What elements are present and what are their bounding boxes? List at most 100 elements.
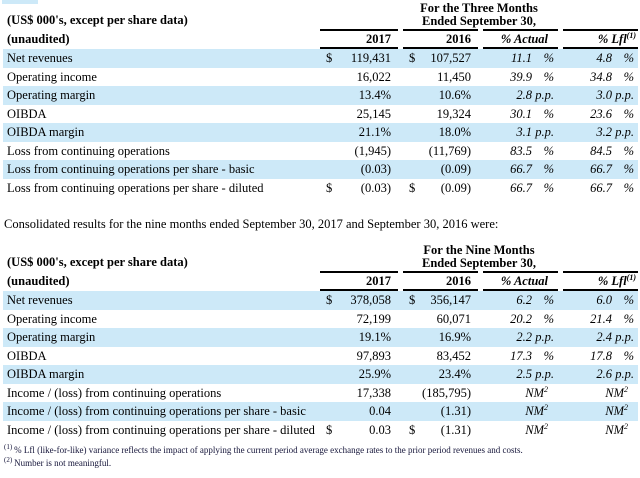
footnote-ref: 2 (624, 384, 628, 394)
row-label: Loss from continuing operations (7, 143, 170, 158)
currency-symbol: $ (409, 293, 416, 307)
unit (628, 421, 638, 440)
currency-symbol (403, 68, 417, 87)
amount: 17,338 (356, 385, 391, 400)
table-row: Loss from continuing operations per shar… (3, 179, 638, 198)
amount: 97,893 (356, 348, 391, 363)
amount: 23.6 (590, 106, 612, 121)
amount: 378,058 (350, 293, 391, 307)
currency-symbol: $ (326, 422, 333, 437)
cell-pct-actual: NM2 (483, 402, 558, 421)
cell-2016: 18.0% (403, 123, 478, 142)
unit: p.p. (615, 330, 634, 344)
cell-2017: $0.03 (320, 421, 398, 440)
unit: % (543, 311, 554, 326)
unit: % (543, 69, 554, 84)
period-line-2: Ended September 30, (421, 256, 536, 270)
cell-pct-actual: 17.3% (483, 347, 558, 366)
unit: % (623, 293, 634, 307)
amount: 66.7 (510, 162, 532, 176)
currency-symbol (320, 160, 334, 179)
cell-2016: (11,769) (403, 142, 478, 161)
cell-pct-actual: 6.2% (483, 291, 558, 310)
amount: 66.7 (590, 162, 612, 176)
cell-2017: $119,431 (320, 49, 398, 68)
col-header-2016: 2016 (403, 271, 478, 291)
nine-months-intro-text: Consolidated results for the nine months… (4, 217, 499, 231)
cell-pct-lfl: 2.6 p.p. (563, 365, 638, 384)
amount: 6.0 (596, 293, 612, 307)
units-caption: (US$ 000's, except per share data) (7, 13, 188, 27)
amount: 20.2 (510, 311, 532, 326)
currency-symbol: $ (326, 51, 333, 65)
units-caption: (US$ 000's, except per share data) (7, 255, 188, 269)
cell-2016: 19,324 (403, 105, 478, 124)
unit: % (543, 348, 554, 363)
amount: 83,452 (436, 348, 471, 363)
cell-2016: $107,527 (403, 49, 478, 68)
amount: 2.2 (516, 330, 532, 344)
currency-symbol: $ (326, 293, 333, 307)
cell-pct-actual: 66.7% (483, 160, 558, 179)
amount: (0.09) (440, 162, 471, 176)
cell-2017: 25.9% (320, 365, 398, 384)
cell-pct-actual: 11.1% (483, 49, 558, 68)
cell-2016: $356,147 (403, 291, 478, 310)
unit: p.p. (615, 125, 634, 139)
row-label: Operating income (7, 69, 97, 84)
unit: % (623, 348, 634, 363)
amount: 25.9% (358, 367, 391, 381)
col-header-2017: 2017 (320, 271, 398, 291)
period-title: For the Nine Months Ended September 30, (320, 244, 638, 271)
cell-2016: 16.9% (403, 328, 478, 347)
cell-2016: 83,452 (403, 347, 478, 366)
col-header-2017: 2017 (320, 29, 398, 49)
row-label: Income / (loss) from continuing operatio… (7, 422, 315, 437)
currency-symbol: $ (326, 180, 333, 195)
unit: p.p. (615, 367, 634, 381)
cell-pct-lfl: NM2 (563, 384, 638, 403)
period-line-1: For the Nine Months (423, 243, 535, 257)
currency-symbol (320, 68, 334, 87)
currency-symbol (403, 402, 417, 421)
amount: 84.5 (590, 143, 612, 158)
cell-2016: (0.09) (403, 160, 478, 179)
cell-pct-lfl: 66.7% (563, 179, 638, 198)
amount: 19.1% (358, 330, 391, 344)
amount: NM (525, 404, 544, 418)
amount: (0.03) (360, 162, 391, 176)
col-header-2016: 2016 (403, 29, 478, 49)
amount: 3.0 (596, 88, 612, 102)
unit (548, 402, 558, 421)
cell-2016: $ (0.09) (403, 179, 478, 198)
amount: 17.3 (510, 348, 532, 363)
lfl-footnote-ref: (1) (626, 30, 636, 40)
currency-symbol (403, 86, 417, 105)
amount: 2.4 (596, 330, 612, 344)
unit (628, 402, 638, 421)
cell-pct-actual: 83.5% (483, 142, 558, 161)
amount: 21.1% (358, 125, 391, 139)
nine-months-table: (US$ 000's, except per share data) (unau… (3, 244, 638, 439)
col-header-pct-lfl: % Lfl(1) (563, 271, 638, 291)
table-row: OIBDA 25,145 19,324 30.1% 23.6% (3, 105, 638, 124)
amount: 39.9 (510, 69, 532, 84)
amount: 3.1 (516, 125, 532, 139)
cell-2017: 0.04 (320, 402, 398, 421)
cell-pct-lfl: NM2 (563, 402, 638, 421)
currency-symbol (403, 123, 417, 142)
col-header-pct-lfl: % Lfl(1) (563, 29, 638, 49)
currency-symbol (320, 347, 334, 366)
cell-pct-actual: 2.2 p.p. (483, 328, 558, 347)
table-body: Net revenues $378,058 $356,147 6.2% 6.0%… (3, 291, 638, 439)
row-label: OIBDA margin (7, 125, 85, 139)
period-line-2: Ended September 30, (421, 14, 536, 28)
table-row: Operating margin 13.4% 10.6% 2.8 p.p. 3.0… (3, 86, 638, 105)
unit (548, 421, 558, 440)
cell-2017: 16,022 (320, 68, 398, 87)
cell-2016: $ (1.31) (403, 421, 478, 440)
cell-2017: 13.4% (320, 86, 398, 105)
unit: % (623, 69, 634, 84)
cell-pct-lfl: 4.8% (563, 49, 638, 68)
